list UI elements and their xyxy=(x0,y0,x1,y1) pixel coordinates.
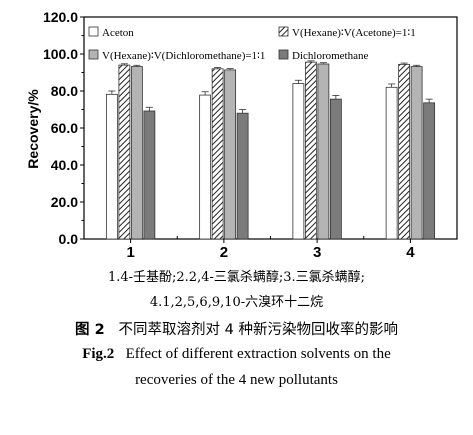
bar xyxy=(105,93,118,240)
bar-chart: 0.0 20.0 40.0 60.0 80.0 100.0 120.0 1 2 3 4 Aceton V… xyxy=(25,9,458,261)
bar xyxy=(236,112,249,240)
y-tick-label: 100.0 xyxy=(43,46,78,62)
legend-label: V(Hexane)∶V(Acetone)=1∶1 xyxy=(292,27,416,39)
bar xyxy=(423,102,436,240)
bar xyxy=(410,66,423,240)
bar xyxy=(143,110,156,240)
legend-swatch xyxy=(88,49,99,60)
y-axis-label: Recovery/% xyxy=(25,89,41,169)
figure-caption-cn: 图 2 不同萃取溶剂对 4 种新污染物回收率的影响 xyxy=(0,318,473,339)
plot-area: 0.0 20.0 40.0 60.0 80.0 100.0 120.0 1 2 3 4 Aceton V… xyxy=(43,9,458,261)
legend-label: V(Hexane)∶V(Dichloromethane)=1∶1 xyxy=(102,50,265,62)
y-tick-label: 120.0 xyxy=(43,9,78,25)
legend-swatch xyxy=(278,49,289,60)
bar xyxy=(292,83,305,240)
legend-swatch xyxy=(88,26,99,37)
figure-title-cn: 不同萃取溶剂对 4 种新污染物回收率的影响 xyxy=(118,322,398,338)
figure-caption-en-line-2: recoveries of the 4 new pollutants xyxy=(135,372,338,388)
x-tick-label: 1 xyxy=(126,244,134,261)
bar xyxy=(211,68,224,240)
bar xyxy=(118,64,131,240)
y-tick-label: 20.0 xyxy=(51,194,78,210)
y-tick-label: 80.0 xyxy=(51,83,78,99)
legend-label: Dichloromethane xyxy=(292,50,368,62)
figure-label-cn: 图 2 xyxy=(75,322,105,338)
bar xyxy=(385,86,398,240)
x-tick-label: 4 xyxy=(406,244,415,261)
compound-note-line-2: 4.1,2,5,6,9,10-六溴环十二烷 xyxy=(149,295,324,310)
bar xyxy=(317,63,330,240)
y-tick-label: 40.0 xyxy=(51,157,78,173)
bar xyxy=(398,63,411,240)
figure-caption-en: Fig.2 Effect of different extraction sol… xyxy=(0,346,473,363)
x-tick-label: 2 xyxy=(220,244,228,261)
figure-title-en: Effect of different extraction solvents … xyxy=(125,346,391,362)
bar xyxy=(304,61,317,240)
x-tick-label: 3 xyxy=(313,244,321,261)
legend-label: Aceton xyxy=(102,27,134,39)
legend-swatch xyxy=(278,26,289,37)
compound-note-line-1: 1.4-壬基酚;2.2,4-三氯杀螨醇;3.三氯杀螨醇; xyxy=(107,270,366,285)
y-tick-label: 60.0 xyxy=(51,120,78,136)
bar xyxy=(130,66,143,240)
y-tick-label: 0.0 xyxy=(59,231,79,247)
bar xyxy=(329,98,342,240)
figure-label-en: Fig.2 xyxy=(82,346,115,362)
bar xyxy=(199,94,212,240)
bar xyxy=(224,69,237,240)
